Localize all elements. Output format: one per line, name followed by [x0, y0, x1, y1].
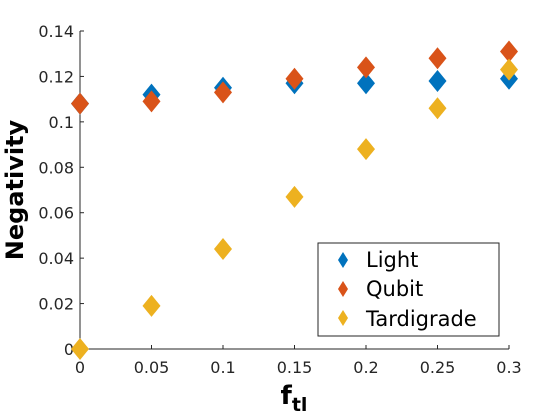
- x-axis-title-subscript: tl: [292, 394, 308, 416]
- x-tick-label: 0.25: [420, 358, 456, 377]
- data-point-tardigrade: [214, 238, 232, 261]
- y-tick-label: 0.08: [38, 158, 74, 177]
- data-point-tardigrade: [285, 185, 304, 208]
- legend: Light Qubit Tardigrade: [317, 242, 500, 337]
- x-tick-label: 0.2: [353, 358, 378, 377]
- y-tick-label: 0: [64, 340, 74, 359]
- data-point-light: [428, 69, 447, 92]
- x-tick-label: 0: [75, 358, 85, 377]
- y-tick-label: 0.04: [38, 249, 74, 268]
- data-point-qubit: [71, 92, 89, 115]
- legend-marker-tardigrade: [338, 310, 348, 326]
- data-point-qubit: [357, 56, 375, 79]
- legend-item-tardigrade: Tardigrade: [338, 307, 477, 331]
- x-tick-label: 0.15: [277, 358, 313, 377]
- data-point-tardigrade: [428, 97, 447, 120]
- legend-label-qubit: Qubit: [366, 277, 423, 301]
- y-tick-label: 0.1: [49, 113, 74, 132]
- axis-ticks: 0 0.05 0.1 0.15 0.2 0.25 0.3 0 0.02 0.04 0.06 0.08 0…: [38, 22, 521, 377]
- data-point-qubit: [285, 67, 304, 90]
- x-tick-label: 0.3: [496, 358, 521, 377]
- data-point-qubit: [214, 81, 232, 104]
- legend-item-light: Light: [338, 248, 418, 272]
- data-point-qubit: [142, 90, 161, 113]
- data-point-qubit: [500, 40, 518, 63]
- data-markers: [71, 40, 518, 360]
- legend-marker-qubit: [338, 281, 348, 297]
- series-qubit: [71, 40, 518, 115]
- legend-label-light: Light: [366, 248, 418, 272]
- legend-box: [317, 242, 500, 337]
- legend-item-qubit: Qubit: [338, 277, 423, 301]
- data-point-tardigrade: [500, 58, 518, 81]
- data-point-tardigrade: [71, 338, 89, 360]
- y-tick-label: 0.14: [38, 22, 74, 41]
- data-point-tardigrade: [142, 294, 161, 317]
- x-tick-label: 0.1: [210, 358, 235, 377]
- x-tick-label: 0.05: [134, 358, 170, 377]
- data-point-tardigrade: [357, 138, 375, 161]
- x-axis-title-main: f: [281, 381, 293, 411]
- legend-marker-light: [338, 252, 348, 268]
- y-tick-label: 0.12: [38, 67, 74, 86]
- y-tick-label: 0.02: [38, 295, 74, 314]
- series-tardigrade: [71, 58, 518, 360]
- data-point-light: [357, 72, 375, 95]
- legend-label-tardigrade: Tardigrade: [365, 307, 477, 331]
- y-tick-label: 0.06: [38, 204, 74, 223]
- data-point-qubit: [428, 47, 447, 70]
- y-axis-title: Negativity: [1, 119, 29, 260]
- x-axis-title: ftl: [281, 381, 308, 416]
